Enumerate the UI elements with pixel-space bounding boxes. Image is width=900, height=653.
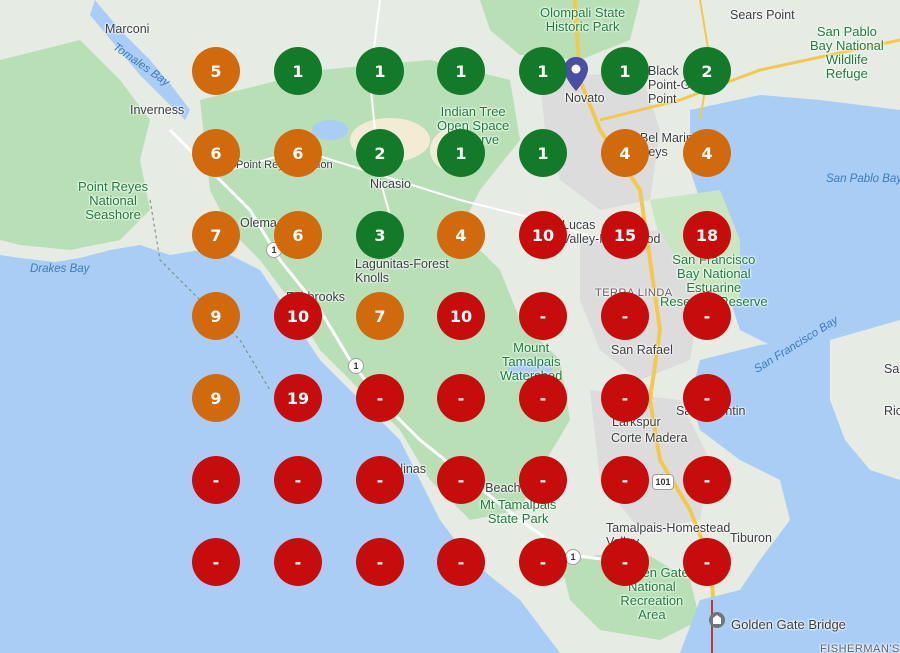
- grid-bubble[interactable]: -: [356, 374, 404, 422]
- park-label-san-pablo-refuge: San Pablo Bay National Wildlife Refuge: [810, 24, 884, 81]
- grid-bubble[interactable]: -: [683, 456, 731, 504]
- grid-bubble[interactable]: -: [437, 456, 485, 504]
- grid-bubble[interactable]: -: [437, 374, 485, 422]
- grid-bubble[interactable]: 10: [274, 292, 322, 340]
- lake: [312, 120, 348, 140]
- grid-bubble[interactable]: -: [274, 456, 322, 504]
- tomales-bay: [90, 0, 190, 120]
- grid-bubble[interactable]: 9: [192, 374, 240, 422]
- landmark-icon[interactable]: [709, 612, 725, 628]
- route-1-shield: 1: [565, 549, 581, 565]
- grid-bubble[interactable]: 15: [601, 211, 649, 259]
- place-label-novato: Novato: [565, 91, 605, 105]
- grid-bubble[interactable]: -: [601, 374, 649, 422]
- grid-bubble[interactable]: -: [274, 538, 322, 586]
- grid-bubble[interactable]: 2: [683, 47, 731, 95]
- grid-bubble[interactable]: -: [192, 538, 240, 586]
- park-area-west: [0, 40, 150, 250]
- san-pablo-bay: [690, 95, 900, 345]
- place-label-san-rafael: San Rafael: [611, 343, 673, 357]
- grid-bubble[interactable]: -: [356, 456, 404, 504]
- grid-bubble[interactable]: 6: [274, 211, 322, 259]
- grid-bubble[interactable]: -: [601, 292, 649, 340]
- route-101-shield: 101: [652, 474, 674, 490]
- grid-bubble[interactable]: 4: [683, 129, 731, 177]
- grid-bubble[interactable]: 4: [437, 211, 485, 259]
- grid-bubble[interactable]: -: [519, 374, 567, 422]
- grid-bubble[interactable]: -: [683, 538, 731, 586]
- grid-bubble[interactable]: 1: [519, 47, 567, 95]
- park-label-mt-tam-watershed: Mount Tamalpais Watershed: [500, 340, 563, 383]
- grid-bubble[interactable]: -: [437, 538, 485, 586]
- place-label-inverness: Inverness: [130, 103, 185, 117]
- place-label-corte-madera: Corte Madera: [611, 431, 688, 445]
- trail: [149, 199, 271, 391]
- grid-bubble[interactable]: 7: [192, 211, 240, 259]
- grid-bubble[interactable]: 2: [356, 129, 404, 177]
- place-label-richmond: Ric: [884, 404, 900, 418]
- grid-bubble[interactable]: -: [601, 538, 649, 586]
- golden-gate-strait: [680, 590, 800, 653]
- grid-bubble[interactable]: 10: [519, 211, 567, 259]
- place-label-golden-gate-bridge: Golden Gate Bridge: [731, 617, 846, 632]
- grid-bubble[interactable]: 1: [356, 47, 404, 95]
- place-label-nicasio: Nicasio: [370, 177, 411, 191]
- grid-bubble[interactable]: 7: [356, 292, 404, 340]
- park-area-south: [560, 550, 700, 640]
- grid-bubble[interactable]: 1: [601, 47, 649, 95]
- grid-bubble[interactable]: 9: [192, 292, 240, 340]
- grid-bubble[interactable]: 4: [601, 129, 649, 177]
- grid-bubble[interactable]: 1: [437, 47, 485, 95]
- place-label-olema: Olema: [240, 216, 277, 230]
- park-label-olompali: Olompali State Historic Park: [540, 5, 626, 34]
- location-pin-icon[interactable]: [564, 57, 588, 91]
- park-area-north: [480, 0, 640, 60]
- grid-bubble[interactable]: -: [356, 538, 404, 586]
- place-label-lagunitas: Lagunitas-Forest Knolls: [355, 257, 449, 285]
- place-label-marconi: Marconi: [105, 22, 150, 36]
- grid-bubble[interactable]: -: [519, 292, 567, 340]
- grid-bubble[interactable]: 19: [274, 374, 322, 422]
- place-label-tiburon: Tiburon: [730, 531, 772, 545]
- grid-bubble[interactable]: 1: [274, 47, 322, 95]
- place-label-sears-point: Sears Point: [730, 8, 795, 22]
- park-label-point-reyes: Point Reyes National Seashore: [78, 179, 149, 222]
- grid-bubble[interactable]: 18: [683, 211, 731, 259]
- grid-bubble[interactable]: -: [192, 456, 240, 504]
- grid-bubble[interactable]: -: [601, 456, 649, 504]
- grid-bubble[interactable]: -: [683, 374, 731, 422]
- grid-bubble[interactable]: 5: [192, 47, 240, 95]
- grid-bubble[interactable]: 6: [192, 129, 240, 177]
- water-label-san-pablo-bay: San Pablo Bay: [826, 173, 900, 185]
- place-label-san-edge: Sa: [884, 362, 900, 376]
- grid-bubble[interactable]: -: [683, 292, 731, 340]
- grid-bubble[interactable]: 1: [519, 129, 567, 177]
- place-label-fisherman: FISHERMAN'S: [820, 643, 900, 653]
- land-east: [830, 320, 900, 480]
- grid-bubble[interactable]: -: [519, 538, 567, 586]
- grid-bubble[interactable]: 10: [437, 292, 485, 340]
- water-label-drakes-bay: Drakes Bay: [30, 263, 90, 275]
- grid-bubble[interactable]: 3: [356, 211, 404, 259]
- grid-bubble[interactable]: -: [519, 456, 567, 504]
- grid-bubble[interactable]: 6: [274, 129, 322, 177]
- grid-bubble[interactable]: 1: [437, 129, 485, 177]
- route-1-shield: 1: [348, 358, 364, 374]
